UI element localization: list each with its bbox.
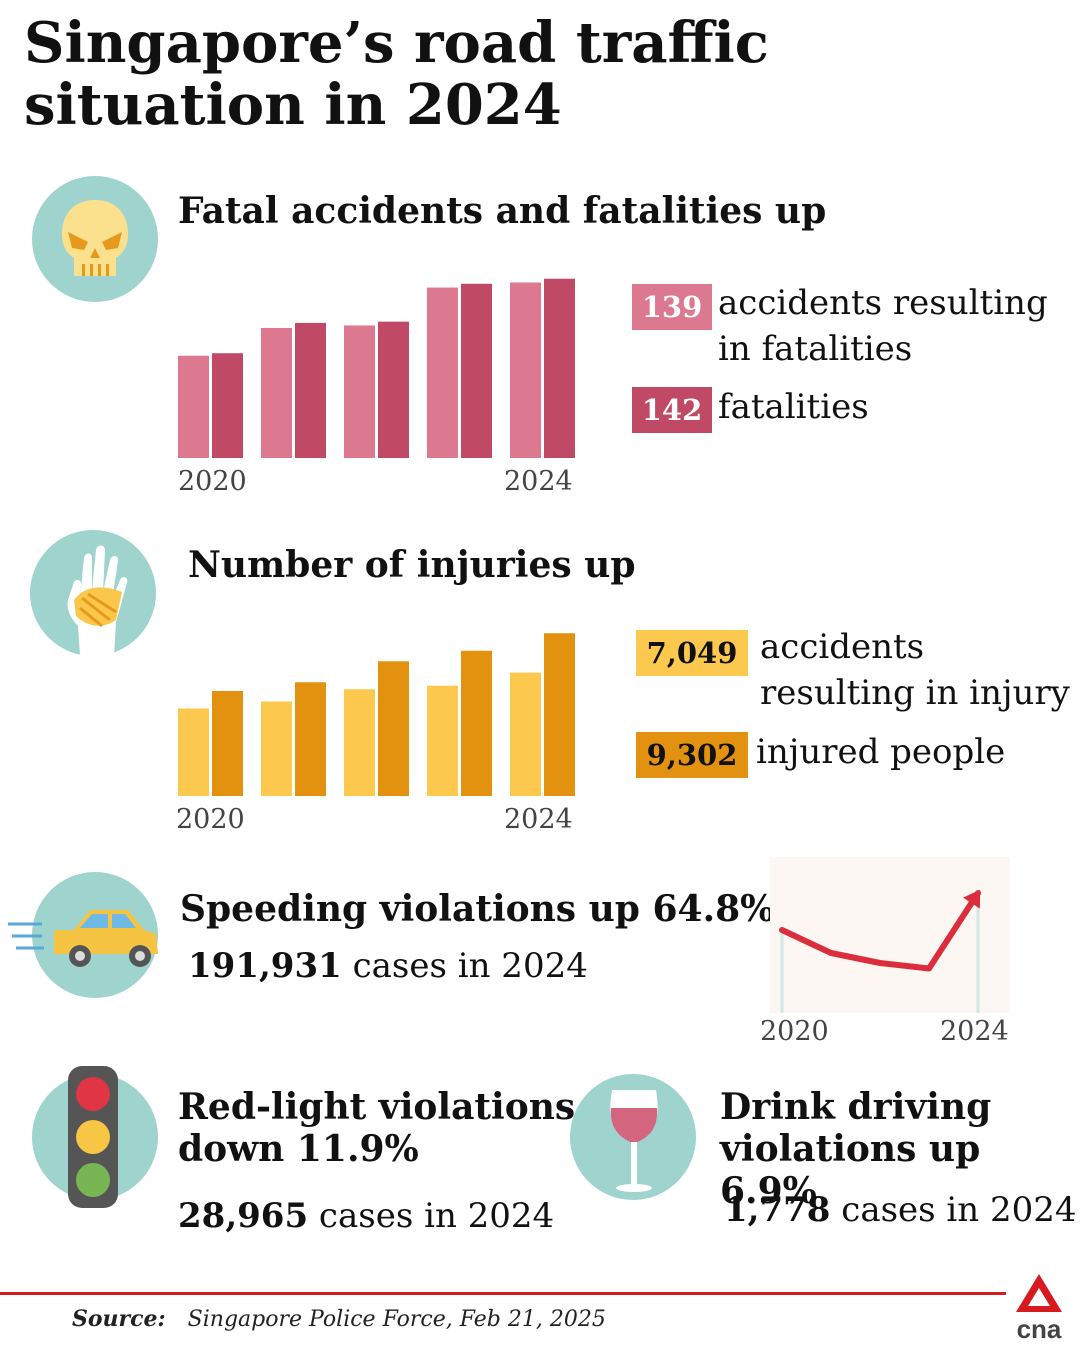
speeding-chart-background — [770, 857, 1010, 1013]
bar-2020-series-2 — [212, 691, 243, 796]
speeding-line-chart — [770, 857, 1010, 1013]
speeding-heading: Speeding violations up 64.8% — [180, 888, 775, 930]
bar-2021-series-2 — [295, 322, 326, 458]
injury-accidents-badge: 7,049 — [636, 630, 748, 676]
traffic-light-icon — [32, 1066, 158, 1208]
injured-label: injured people — [756, 732, 1006, 772]
drink-heading: Drink driving violations up 6.9% — [720, 1086, 992, 1212]
speeding-series-line — [779, 890, 981, 972]
injuries-year-end: 2024 — [504, 804, 573, 835]
bar-2021-series-1 — [261, 327, 292, 458]
bar-2024-series-2 — [544, 278, 575, 458]
bar-2021-series-2 — [295, 682, 326, 796]
injured-badge: 9,302 — [636, 732, 748, 778]
bar-2020-series-1 — [178, 355, 209, 458]
fatalities-badge: 142 — [632, 387, 712, 433]
bar-2021-series-1 — [261, 701, 292, 796]
bar-2023-series-2 — [461, 283, 492, 458]
source-note: Source: Singapore Police Force, Feb 21, 2… — [72, 1306, 606, 1332]
page-title: Singapore’s road traffic situation in 20… — [24, 10, 769, 138]
skull-icon — [32, 176, 158, 302]
bar-2023-series-2 — [461, 650, 492, 796]
speeding-car-icon — [8, 872, 158, 998]
bar-2022-series-2 — [378, 321, 409, 458]
drink-cases: 1,778 cases in 2024 — [724, 1190, 1077, 1230]
speeding-arrow-head — [963, 889, 981, 909]
bar-2022-series-1 — [344, 689, 375, 796]
bar-2024-series-1 — [510, 672, 541, 796]
speeding-year-start: 2020 — [760, 1016, 829, 1047]
fatal-accidents-label: accidents resulting in fatalities — [718, 283, 1048, 369]
redlight-heading: Red-light violations down 11.9% — [178, 1086, 576, 1170]
wine-glass-icon — [570, 1074, 696, 1200]
redlight-cases: 28,965 cases in 2024 — [178, 1196, 555, 1236]
fatal-year-end: 2024 — [504, 466, 573, 497]
bar-2023-series-1 — [427, 685, 458, 796]
injuries-year-start: 2020 — [176, 804, 245, 835]
injuries-heading: Number of injuries up — [188, 544, 636, 586]
fatal-year-start: 2020 — [178, 466, 247, 497]
bar-2020-series-1 — [178, 708, 209, 796]
bar-2024-series-2 — [544, 633, 575, 796]
fatalities-label: fatalities — [718, 387, 869, 427]
bar-2022-series-2 — [378, 661, 409, 796]
footer-divider — [0, 1292, 1006, 1295]
speeding-year-end: 2024 — [940, 1016, 1009, 1047]
speeding-cases: 191,931 cases in 2024 — [188, 946, 588, 986]
bandaged-hand-icon — [30, 530, 156, 656]
fatal-heading: Fatal accidents and fatalities up — [178, 190, 827, 232]
bar-2024-series-1 — [510, 282, 541, 458]
bar-2022-series-1 — [344, 325, 375, 458]
bar-2023-series-1 — [427, 287, 458, 458]
injury-accidents-label: accidents resulting in injury — [760, 627, 1070, 713]
fatal-bar-chart — [178, 278, 598, 460]
injuries-bar-chart — [178, 616, 598, 796]
svg-text:cna: cna — [1017, 1314, 1062, 1342]
cna-logo-icon: cna — [1010, 1272, 1068, 1344]
fatal-accidents-badge: 139 — [632, 284, 712, 330]
bar-2020-series-2 — [212, 353, 243, 458]
